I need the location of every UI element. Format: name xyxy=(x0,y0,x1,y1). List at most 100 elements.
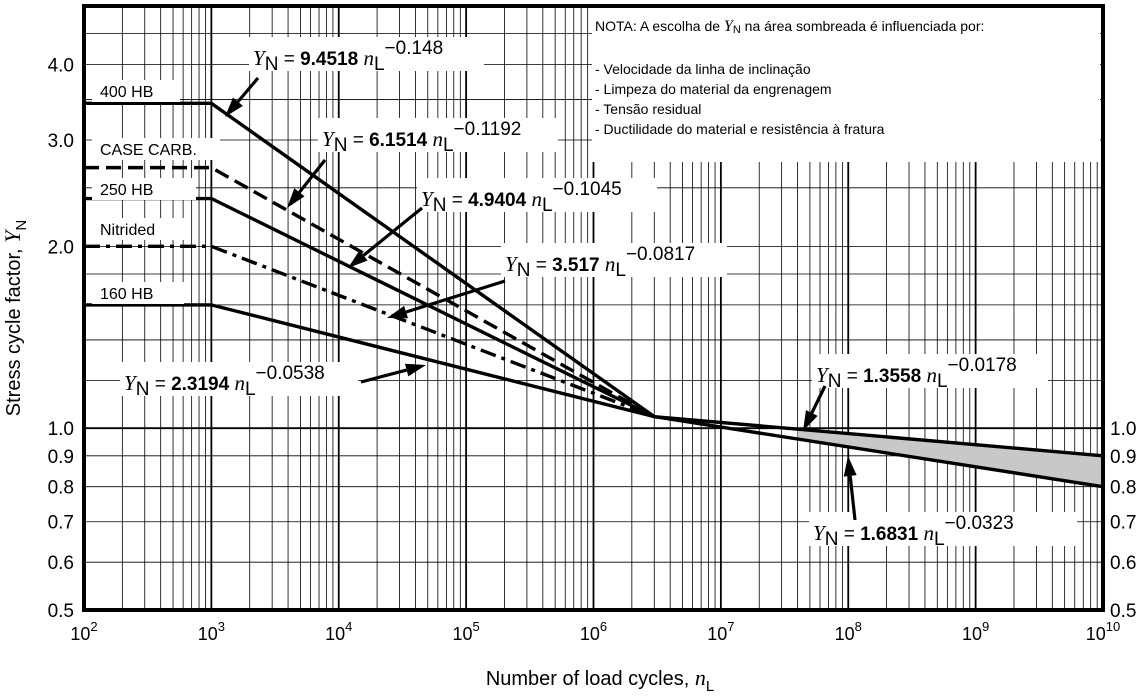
series-lines xyxy=(84,101,1104,489)
curve-label-bg xyxy=(92,80,180,102)
eq-equals: = xyxy=(838,524,860,545)
equation-3: YN = 4.9404 nL−0.1045 xyxy=(421,179,622,216)
eq-variable: n xyxy=(923,521,934,545)
y-tick-label-left: 0.7 xyxy=(48,513,74,534)
leader-arrow-shaft xyxy=(362,206,424,257)
eq-variable: n xyxy=(234,371,245,395)
y-tick-label-left: 4.0 xyxy=(48,56,74,77)
x-tick-base: 10 xyxy=(707,624,727,644)
eq-variable: n xyxy=(432,127,443,151)
eq-exponent: −0.1192 xyxy=(454,119,522,140)
curve-label-bg xyxy=(92,138,220,160)
curve-label: CASE CARB. xyxy=(100,142,197,159)
y-tick-label-right: 0.9 xyxy=(1110,447,1136,468)
x-tick-label: 104 xyxy=(325,619,352,644)
eq-lhs: Y xyxy=(816,363,830,387)
equation-bg xyxy=(812,354,1048,388)
eq-exponent: −0.0538 xyxy=(256,363,325,384)
note-box: NOTA: A escolha de YN na área sombreada … xyxy=(592,8,1100,162)
note-prefix: NOTA: A escolha de xyxy=(595,18,724,34)
eq-variable-sub: L xyxy=(937,371,948,392)
eq-lhs-sub: N xyxy=(433,195,447,216)
note-bg xyxy=(592,8,1100,162)
x-tick-exponent: 8 xyxy=(855,619,862,634)
x-tick-label: 105 xyxy=(452,619,479,644)
x-tick-exponent: 10 xyxy=(1106,619,1120,634)
y-tick-label-left: 2.0 xyxy=(48,237,74,258)
leader-arrow-shaft xyxy=(405,279,506,314)
eq-equals: = xyxy=(149,374,171,395)
eq-equals: = xyxy=(347,130,369,151)
leader-arrows xyxy=(225,76,857,521)
curve-label-bg xyxy=(92,178,196,200)
tick-labels: 102 103 104 105 106 107 108 109 10104.03.02.01.0… xyxy=(48,56,1137,644)
leader-arrow-head xyxy=(225,97,243,117)
plot-frame xyxy=(82,4,1105,612)
eq-lhs-sub: N xyxy=(334,135,348,156)
x-tick-base: 10 xyxy=(70,624,90,644)
x-tick-label: 108 xyxy=(835,619,862,644)
curve-label-bg xyxy=(92,282,184,304)
x-tick-base: 10 xyxy=(835,624,855,644)
equation-4: YN = 3.517 nL−0.0817 xyxy=(505,244,695,281)
eq-variable: n xyxy=(926,363,937,387)
leader-arrow-head xyxy=(387,305,409,319)
x-tick-base: 10 xyxy=(452,624,472,644)
eq-equals: = xyxy=(278,49,300,70)
equation-bg xyxy=(417,178,657,212)
y-tick-label-left: 0.6 xyxy=(48,553,74,574)
eq-variable-sub: L xyxy=(934,529,945,550)
eq-coefficient: 1.6831 xyxy=(860,524,919,545)
eq-lhs-sub: N xyxy=(517,260,531,281)
x-tick-label: 109 xyxy=(962,619,989,644)
equation-6: YN = 1.3558 nL−0.0178 xyxy=(816,355,1017,392)
eq-equals: = xyxy=(530,255,552,276)
eq-lhs-sub: N xyxy=(265,54,279,75)
eq-coefficient: 3.517 xyxy=(552,255,600,276)
x-tick-exponent: 2 xyxy=(90,619,97,634)
y-tick-label-right: 0.8 xyxy=(1110,478,1136,499)
equation-5: YN = 2.3194 nL−0.0538 xyxy=(124,363,325,400)
y-tick-label-right: 0.6 xyxy=(1110,553,1136,574)
eq-coefficient: 6.1514 xyxy=(369,130,428,151)
eq-exponent: −0.0178 xyxy=(948,355,1017,376)
leader-arrow-shaft xyxy=(298,159,327,194)
note-item: - Tensão residual xyxy=(595,101,701,117)
leader-arrow-head xyxy=(405,363,426,377)
equation-bg xyxy=(120,362,358,396)
y-axis-label: Stress cycle factor, YN xyxy=(0,220,30,416)
x-tick-label: 103 xyxy=(198,619,225,644)
note-suffix: na área sombreada é influenciada por: xyxy=(741,18,985,34)
note-variable-sub: N xyxy=(733,24,741,36)
eq-lhs-sub: N xyxy=(825,529,839,550)
x-tick-label: 1010 xyxy=(1086,619,1121,644)
eq-equals: = xyxy=(841,366,863,387)
eq-lhs: Y xyxy=(253,46,267,70)
x-tick-base: 10 xyxy=(580,624,600,644)
x-tick-base: 10 xyxy=(962,624,982,644)
eq-variable-sub: L xyxy=(615,260,626,281)
leader-arrow-shaft xyxy=(360,368,408,384)
x-axis-label: Number of load cycles, nL xyxy=(486,665,714,695)
shaded-area xyxy=(797,429,1103,487)
leader-arrow-head xyxy=(348,250,368,268)
y-tick-label-left: 3.0 xyxy=(48,131,74,152)
curve-label: 250 HB xyxy=(100,182,153,199)
eq-exponent: −0.1045 xyxy=(553,179,622,200)
series-line-case-carb xyxy=(84,165,656,419)
series-line-nitrided xyxy=(84,244,655,419)
eq-exponent: −0.148 xyxy=(385,38,444,59)
leader-arrow-shaft xyxy=(848,475,857,521)
x-axis-label-text: Number of load cycles, xyxy=(486,668,695,690)
x-tick-exponent: 7 xyxy=(727,619,734,634)
y-tick-label-right: 1.0 xyxy=(1110,419,1136,440)
eq-variable: n xyxy=(363,46,374,70)
curve-label: Nitrided xyxy=(100,222,155,239)
y-tick-label-right: 0.5 xyxy=(1110,601,1136,622)
series-line-160-hb xyxy=(84,303,655,419)
eq-coefficient: 1.3558 xyxy=(863,366,921,387)
y-tick-label-right: 0.7 xyxy=(1110,513,1136,534)
x-tick-label: 102 xyxy=(70,619,97,644)
y-axis-label-text: Stress cycle factor, xyxy=(3,243,25,416)
